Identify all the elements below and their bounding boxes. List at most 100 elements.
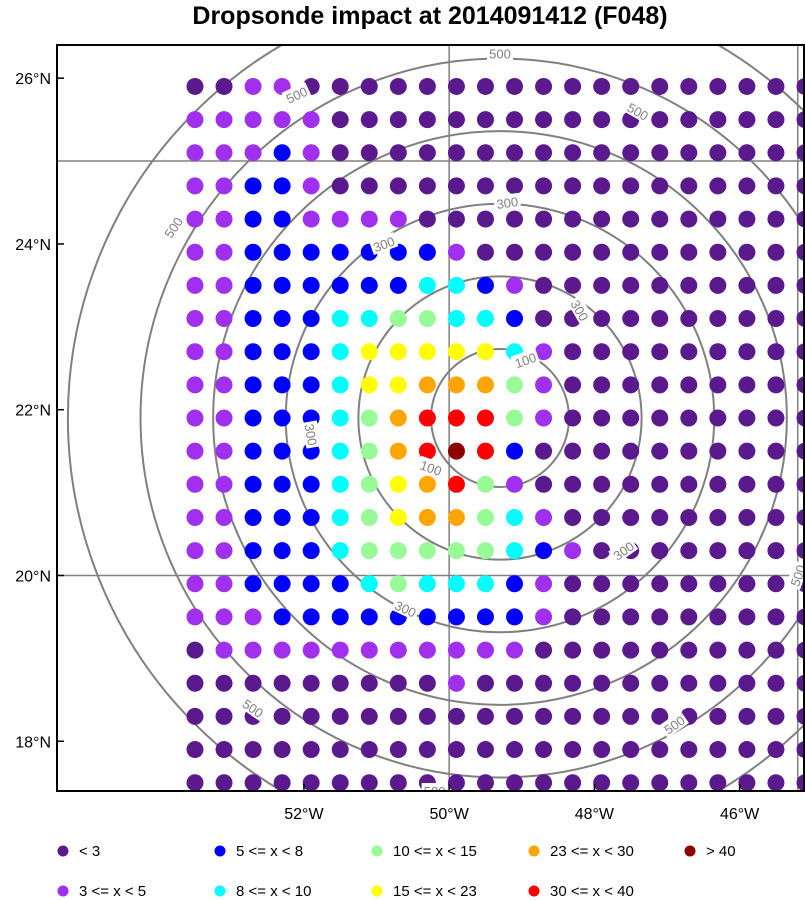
impact-point <box>244 542 262 560</box>
impact-point <box>273 276 291 294</box>
contour-label: 300 <box>301 420 322 449</box>
impact-point <box>709 77 727 95</box>
impact-point <box>738 707 756 725</box>
impact-point <box>796 475 805 493</box>
impact-point <box>244 376 262 394</box>
impact-point <box>564 409 582 427</box>
impact-point <box>447 575 465 593</box>
impact-point <box>215 276 233 294</box>
impact-point <box>680 144 698 162</box>
impact-point <box>389 409 407 427</box>
impact-point <box>564 641 582 659</box>
legend-label: < 3 <box>79 843 100 860</box>
impact-point <box>564 475 582 493</box>
impact-point <box>389 774 407 791</box>
impact-point <box>302 343 320 361</box>
impact-point <box>389 376 407 394</box>
impact-point <box>796 243 805 261</box>
impact-point <box>593 276 611 294</box>
contour-label: 300 <box>608 536 639 564</box>
impact-point <box>680 276 698 294</box>
impact-point <box>186 409 204 427</box>
impact-point <box>476 508 494 526</box>
impact-point <box>593 77 611 95</box>
impact-point <box>447 707 465 725</box>
impact-point <box>215 210 233 228</box>
impact-point <box>564 608 582 626</box>
impact-point <box>593 774 611 791</box>
impact-point <box>680 575 698 593</box>
impact-point <box>389 508 407 526</box>
impact-point <box>709 144 727 162</box>
impact-point <box>476 475 494 493</box>
impact-point <box>476 144 494 162</box>
impact-point <box>389 243 407 261</box>
impact-point <box>709 608 727 626</box>
impact-point <box>796 111 805 129</box>
impact-point <box>680 674 698 692</box>
impact-point <box>767 276 785 294</box>
impact-point <box>564 707 582 725</box>
impact-point <box>622 77 640 95</box>
impact-point <box>738 508 756 526</box>
impact-point <box>273 144 291 162</box>
impact-point <box>186 575 204 593</box>
impact-point <box>302 641 320 659</box>
impact-point <box>447 641 465 659</box>
impact-point <box>244 177 262 195</box>
lat-tick-label: 24°N <box>15 237 51 254</box>
lat-tick-label: 20°N <box>15 568 51 585</box>
impact-point <box>186 144 204 162</box>
impact-point <box>244 641 262 659</box>
impact-point <box>593 243 611 261</box>
impact-point <box>302 276 320 294</box>
legend-swatch <box>371 845 383 857</box>
impact-point <box>360 409 378 427</box>
impact-point <box>622 608 640 626</box>
impact-point <box>476 210 494 228</box>
impact-point <box>389 144 407 162</box>
legend-label: 15 <= x < 23 <box>393 883 477 900</box>
impact-point <box>767 608 785 626</box>
impact-point <box>506 77 524 95</box>
impact-point <box>738 741 756 759</box>
impact-points <box>186 77 805 791</box>
impact-point <box>535 442 553 460</box>
impact-point <box>564 741 582 759</box>
impact-point <box>709 774 727 791</box>
impact-point <box>738 376 756 394</box>
impact-point <box>709 409 727 427</box>
impact-point <box>651 343 669 361</box>
impact-point <box>476 641 494 659</box>
impact-point <box>506 508 524 526</box>
impact-point <box>331 442 349 460</box>
impact-point <box>796 310 805 328</box>
impact-point <box>273 774 291 791</box>
legend-swatch <box>57 885 69 897</box>
impact-point <box>535 542 553 560</box>
impact-point <box>564 442 582 460</box>
impact-point <box>535 177 553 195</box>
impact-point <box>360 741 378 759</box>
impact-point <box>476 243 494 261</box>
impact-point <box>506 376 524 394</box>
impact-point <box>447 674 465 692</box>
impact-point <box>680 376 698 394</box>
impact-point <box>709 111 727 129</box>
impact-point <box>593 343 611 361</box>
impact-point <box>564 243 582 261</box>
legend-item: > 40 <box>684 843 736 860</box>
impact-point <box>418 376 436 394</box>
impact-point <box>651 310 669 328</box>
lat-tick-label: 26°N <box>15 71 51 88</box>
lon-tick-label: 50°W <box>430 806 470 823</box>
impact-point <box>186 111 204 129</box>
impact-point <box>476 77 494 95</box>
impact-point <box>564 210 582 228</box>
impact-point <box>738 111 756 129</box>
impact-point <box>796 442 805 460</box>
impact-point <box>767 310 785 328</box>
impact-point <box>709 343 727 361</box>
legend-item: < 3 <box>57 843 100 860</box>
impact-point <box>302 310 320 328</box>
